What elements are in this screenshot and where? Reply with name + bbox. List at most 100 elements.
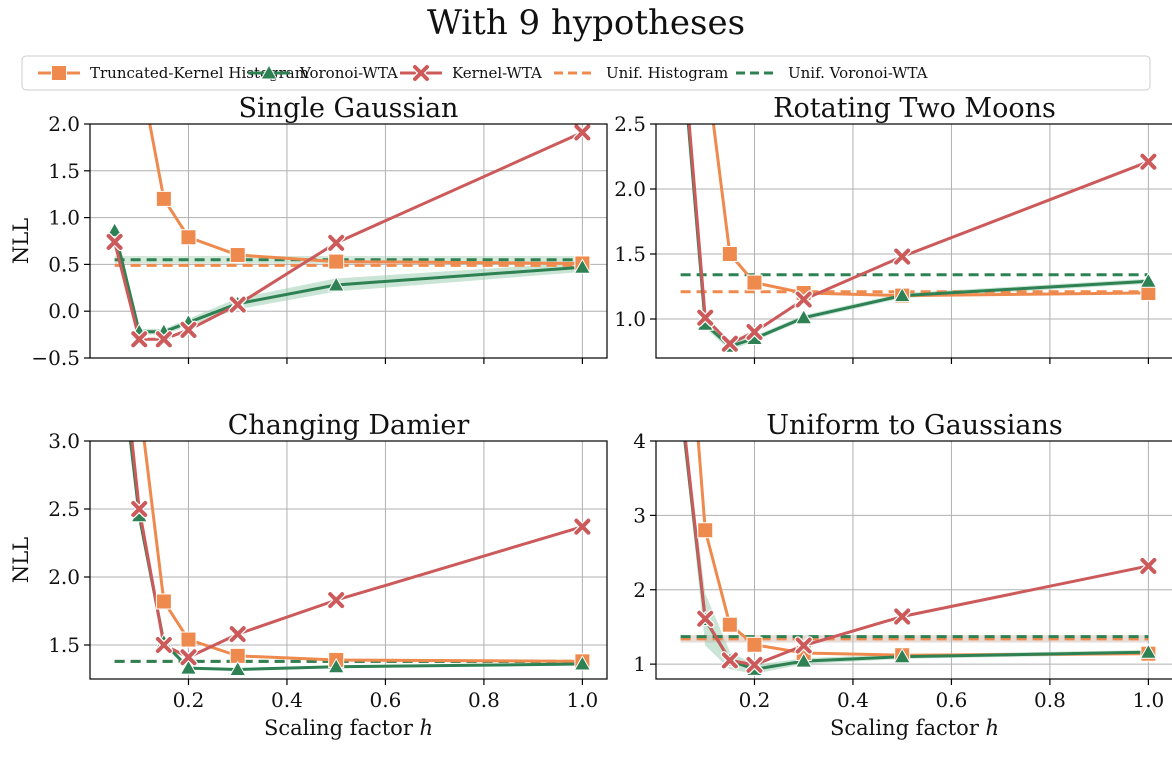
data-point-kernel-wta	[573, 124, 592, 142]
legend-marker	[51, 65, 67, 81]
data-point-kernel-wta	[179, 647, 198, 667]
grid	[90, 123, 607, 359]
data-point-truncated-kernel-histogram	[328, 253, 345, 270]
data-point-truncated-kernel-histogram	[180, 631, 197, 648]
figure-title: With 9 hypotheses	[427, 3, 745, 43]
confidence-band-voronoi-wta	[129, 441, 583, 671]
legend-label: Unif. Histogram	[606, 64, 728, 82]
data-point-voronoi-wta	[573, 258, 592, 274]
panel-changing-damier: 0.2 0.4 0.6 0.8 1.0 1.5 2.0 2.5 3.0 Changing Dami…	[9, 410, 608, 740]
grid	[656, 123, 1172, 358]
ticks: 0.2 0.4 0.6 0.8 1.0 1.5 2.0 2.5 3.0	[48, 429, 598, 712]
grid	[656, 440, 1172, 679]
x-tick-label: 0.8	[1034, 688, 1066, 712]
data-point-truncated-kernel-histogram	[180, 229, 197, 246]
data-point-kernel-wta	[794, 290, 813, 309]
x-tick-label: 0.2	[173, 688, 205, 712]
y-tick-label: 1.5	[614, 242, 646, 266]
axes-frame	[89, 440, 608, 680]
data-point-kernel-wta	[326, 590, 346, 610]
panel-title: Single Gaussian	[239, 93, 459, 124]
data-point-kernel-wta	[720, 334, 740, 353]
series-line-voronoi-wta	[683, 441, 1149, 671]
data-point-kernel-wta	[1139, 556, 1158, 576]
x-tick-label: 0.4	[271, 688, 303, 712]
y-tick-label: 3.0	[48, 429, 80, 453]
panel-title: Rotating Two Moons	[773, 93, 1056, 124]
y-tick-label: 1.0	[614, 307, 646, 331]
panel-title: Changing Damier	[228, 410, 470, 441]
y-tick-label: 4	[633, 429, 646, 453]
data-point-kernel-wta	[573, 517, 592, 536]
y-tick-label: 1.5	[48, 159, 80, 183]
ticks: 0.2 0.4 0.6 0.8 1.0 1 2 3 4	[633, 429, 1164, 712]
x-axis-label: Scaling factor h	[830, 716, 999, 740]
series-line-truncated-kernel-histogram	[142, 441, 583, 663]
legend-item-truncated-kernel-histogram: Truncated-Kernel Histogram	[38, 64, 309, 82]
data-point-truncated-kernel-histogram	[746, 636, 763, 653]
y-tick-label: 0.5	[48, 252, 80, 276]
series-line-truncated-kernel-histogram	[148, 124, 583, 265]
data-point-voronoi-wta	[1139, 272, 1158, 288]
y-tick-label: −0.5	[31, 346, 80, 370]
data-point-voronoi-wta	[105, 221, 124, 238]
data-point-truncated-kernel-histogram	[746, 274, 763, 291]
data-point-voronoi-wta	[179, 659, 198, 675]
panel-rotating-two-moons: 1.0 1.5 2.0 2.5 Rotating Two Moons	[614, 93, 1172, 364]
data-point-truncated-kernel-histogram	[721, 616, 738, 633]
x-tick-label: 1.0	[1132, 688, 1164, 712]
x-tick-label: 0.6	[370, 688, 402, 712]
ticks: 1.0 1.5 2.0 2.5	[614, 112, 1149, 364]
x-axis-label: Scaling factor h	[264, 716, 433, 740]
data-point-voronoi-wta	[327, 276, 345, 292]
legend-label: Unif. Voronoi-WTA	[788, 64, 928, 82]
data-point-kernel-wta	[794, 636, 813, 655]
data-point-voronoi-wta	[1139, 643, 1158, 659]
y-tick-label: 2.0	[48, 565, 80, 589]
axes-frame	[655, 440, 1172, 680]
data-point-voronoi-wta	[893, 647, 911, 664]
x-tick-label: 0.2	[739, 688, 771, 712]
data-point-truncated-kernel-histogram	[721, 246, 738, 262]
plot-area	[114, 441, 592, 676]
data-point-kernel-wta	[129, 499, 149, 519]
data-point-truncated-kernel-histogram	[155, 190, 172, 207]
y-axis-label: NLL	[9, 537, 33, 583]
data-point-kernel-wta	[105, 232, 124, 252]
data-point-kernel-wta	[892, 247, 912, 266]
plot-area	[680, 441, 1158, 676]
y-tick-label: 2.0	[614, 177, 646, 201]
data-point-kernel-wta	[695, 609, 715, 629]
plot-area	[105, 124, 592, 349]
data-point-kernel-wta	[892, 607, 912, 626]
y-axis-label: NLL	[9, 218, 33, 264]
data-point-voronoi-wta	[228, 660, 247, 676]
ticks: −0.5 0.0 0.5 1.0 1.5 2.0	[31, 112, 583, 370]
y-tick-label: 2	[633, 578, 646, 602]
data-point-truncated-kernel-histogram	[229, 247, 246, 264]
data-point-voronoi-wta	[573, 655, 592, 671]
legend-marker	[411, 63, 431, 83]
y-tick-label: 2.5	[48, 497, 80, 521]
data-point-truncated-kernel-histogram	[155, 593, 172, 610]
axes-frame	[89, 123, 608, 359]
data-point-kernel-wta	[154, 330, 174, 349]
legend-item-kernel-wta: Kernel-WTA	[400, 63, 542, 83]
y-tick-label: 1	[633, 652, 646, 676]
legend-item-unif-voronoi-wta: Unif. Voronoi-WTA	[736, 64, 928, 82]
data-point-kernel-wta	[720, 651, 740, 670]
legend-item-unif-histogram: Unif. Histogram	[554, 64, 728, 82]
series-line-truncated-kernel-histogram	[711, 124, 1149, 298]
data-point-kernel-wta	[745, 322, 764, 342]
y-tick-label: 1.5	[48, 633, 80, 657]
y-tick-label: 1.0	[48, 206, 80, 230]
legend-label: Voronoi-WTA	[299, 64, 398, 82]
y-tick-label: 2.5	[614, 112, 646, 136]
data-point-voronoi-wta	[794, 652, 813, 668]
x-tick-label: 0.4	[837, 688, 869, 712]
x-tick-label: 0.8	[468, 688, 500, 712]
series-line-voronoi-wta	[128, 441, 583, 671]
x-tick-label: 1.0	[566, 688, 598, 712]
